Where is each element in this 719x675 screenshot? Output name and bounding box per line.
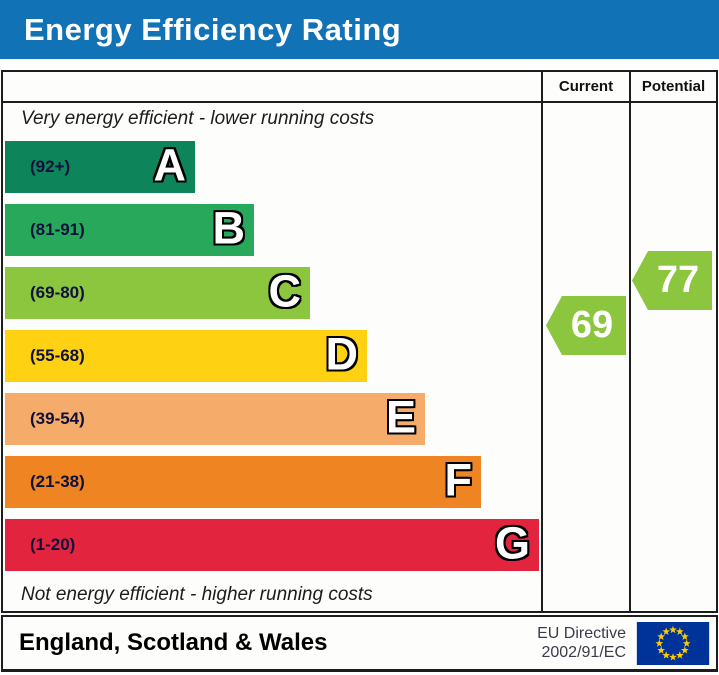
column-divider-current: [541, 72, 543, 611]
band-range-label: (21-38): [30, 472, 85, 491]
caption-not-efficient: Not energy efficient - higher running co…: [21, 584, 373, 605]
eu-directive-line1: EU Directive: [537, 625, 626, 642]
eu-flag-star: [657, 632, 666, 640]
eu-flag-star: [662, 627, 671, 635]
eu-flag-star: [655, 638, 664, 647]
band-a: (92+) A: [5, 141, 195, 193]
band-range-label: (39-54): [30, 409, 85, 428]
header-underline: [3, 101, 716, 103]
band-letter: E: [385, 391, 416, 443]
title-bar: Energy Efficiency Rating: [0, 0, 719, 59]
band-range-label: (92+): [30, 157, 71, 176]
band-f: (21-38) F: [5, 456, 481, 508]
band-range-label: (55-68): [30, 346, 85, 365]
current-rating-value: 69: [570, 304, 614, 346]
column-header-potential: Potential: [641, 78, 706, 95]
eu-flag-icon: [636, 621, 710, 665]
band-range-label: (81-91): [30, 220, 85, 239]
band-e: (39-54) E: [5, 393, 425, 445]
eu-flag-star: [682, 638, 691, 647]
band-g: (1-20) G: [5, 519, 539, 571]
band-range-label: (69-80): [30, 283, 85, 302]
current-rating-arrow: 69: [546, 296, 626, 355]
eu-directive-label: EU Directive 2002/91/EC: [537, 624, 626, 662]
potential-rating-arrow: 77: [632, 251, 712, 310]
eu-flag-star: [662, 650, 671, 659]
page-title: Energy Efficiency Rating: [24, 11, 402, 47]
band-d: (55-68) D: [5, 330, 367, 382]
eu-flag-stars: [655, 625, 691, 661]
eu-directive-line2: 2002/91/EC: [541, 644, 626, 661]
eu-flag-star: [680, 645, 689, 654]
column-divider-potential: [629, 72, 631, 611]
footer: England, Scotland & Wales EU Directive 2…: [1, 615, 718, 672]
eu-flag-star: [675, 650, 684, 659]
eu-flag-star: [675, 627, 684, 635]
caption-very-efficient: Very energy efficient - lower running co…: [21, 108, 375, 129]
eu-flag-star: [669, 625, 677, 633]
band-letter: C: [268, 265, 302, 317]
column-header-current: Current: [558, 78, 614, 95]
band-c: (69-80) C: [5, 267, 310, 319]
band-letter: F: [444, 454, 473, 506]
band-letter: B: [212, 202, 246, 254]
region-label: England, Scotland & Wales: [19, 629, 328, 656]
band-letter: A: [153, 139, 187, 191]
eu-flag-star: [657, 645, 666, 654]
eu-flag-star: [680, 632, 689, 640]
band-range-label: (1-20): [30, 535, 76, 554]
band-letter: D: [325, 328, 359, 380]
band-b: (81-91) B: [5, 204, 254, 256]
band-letter: G: [494, 517, 530, 569]
potential-rating-value: 77: [656, 259, 700, 301]
rating-table: Current Potential Very energy efficient …: [1, 70, 718, 613]
eu-flag-star: [669, 652, 677, 661]
